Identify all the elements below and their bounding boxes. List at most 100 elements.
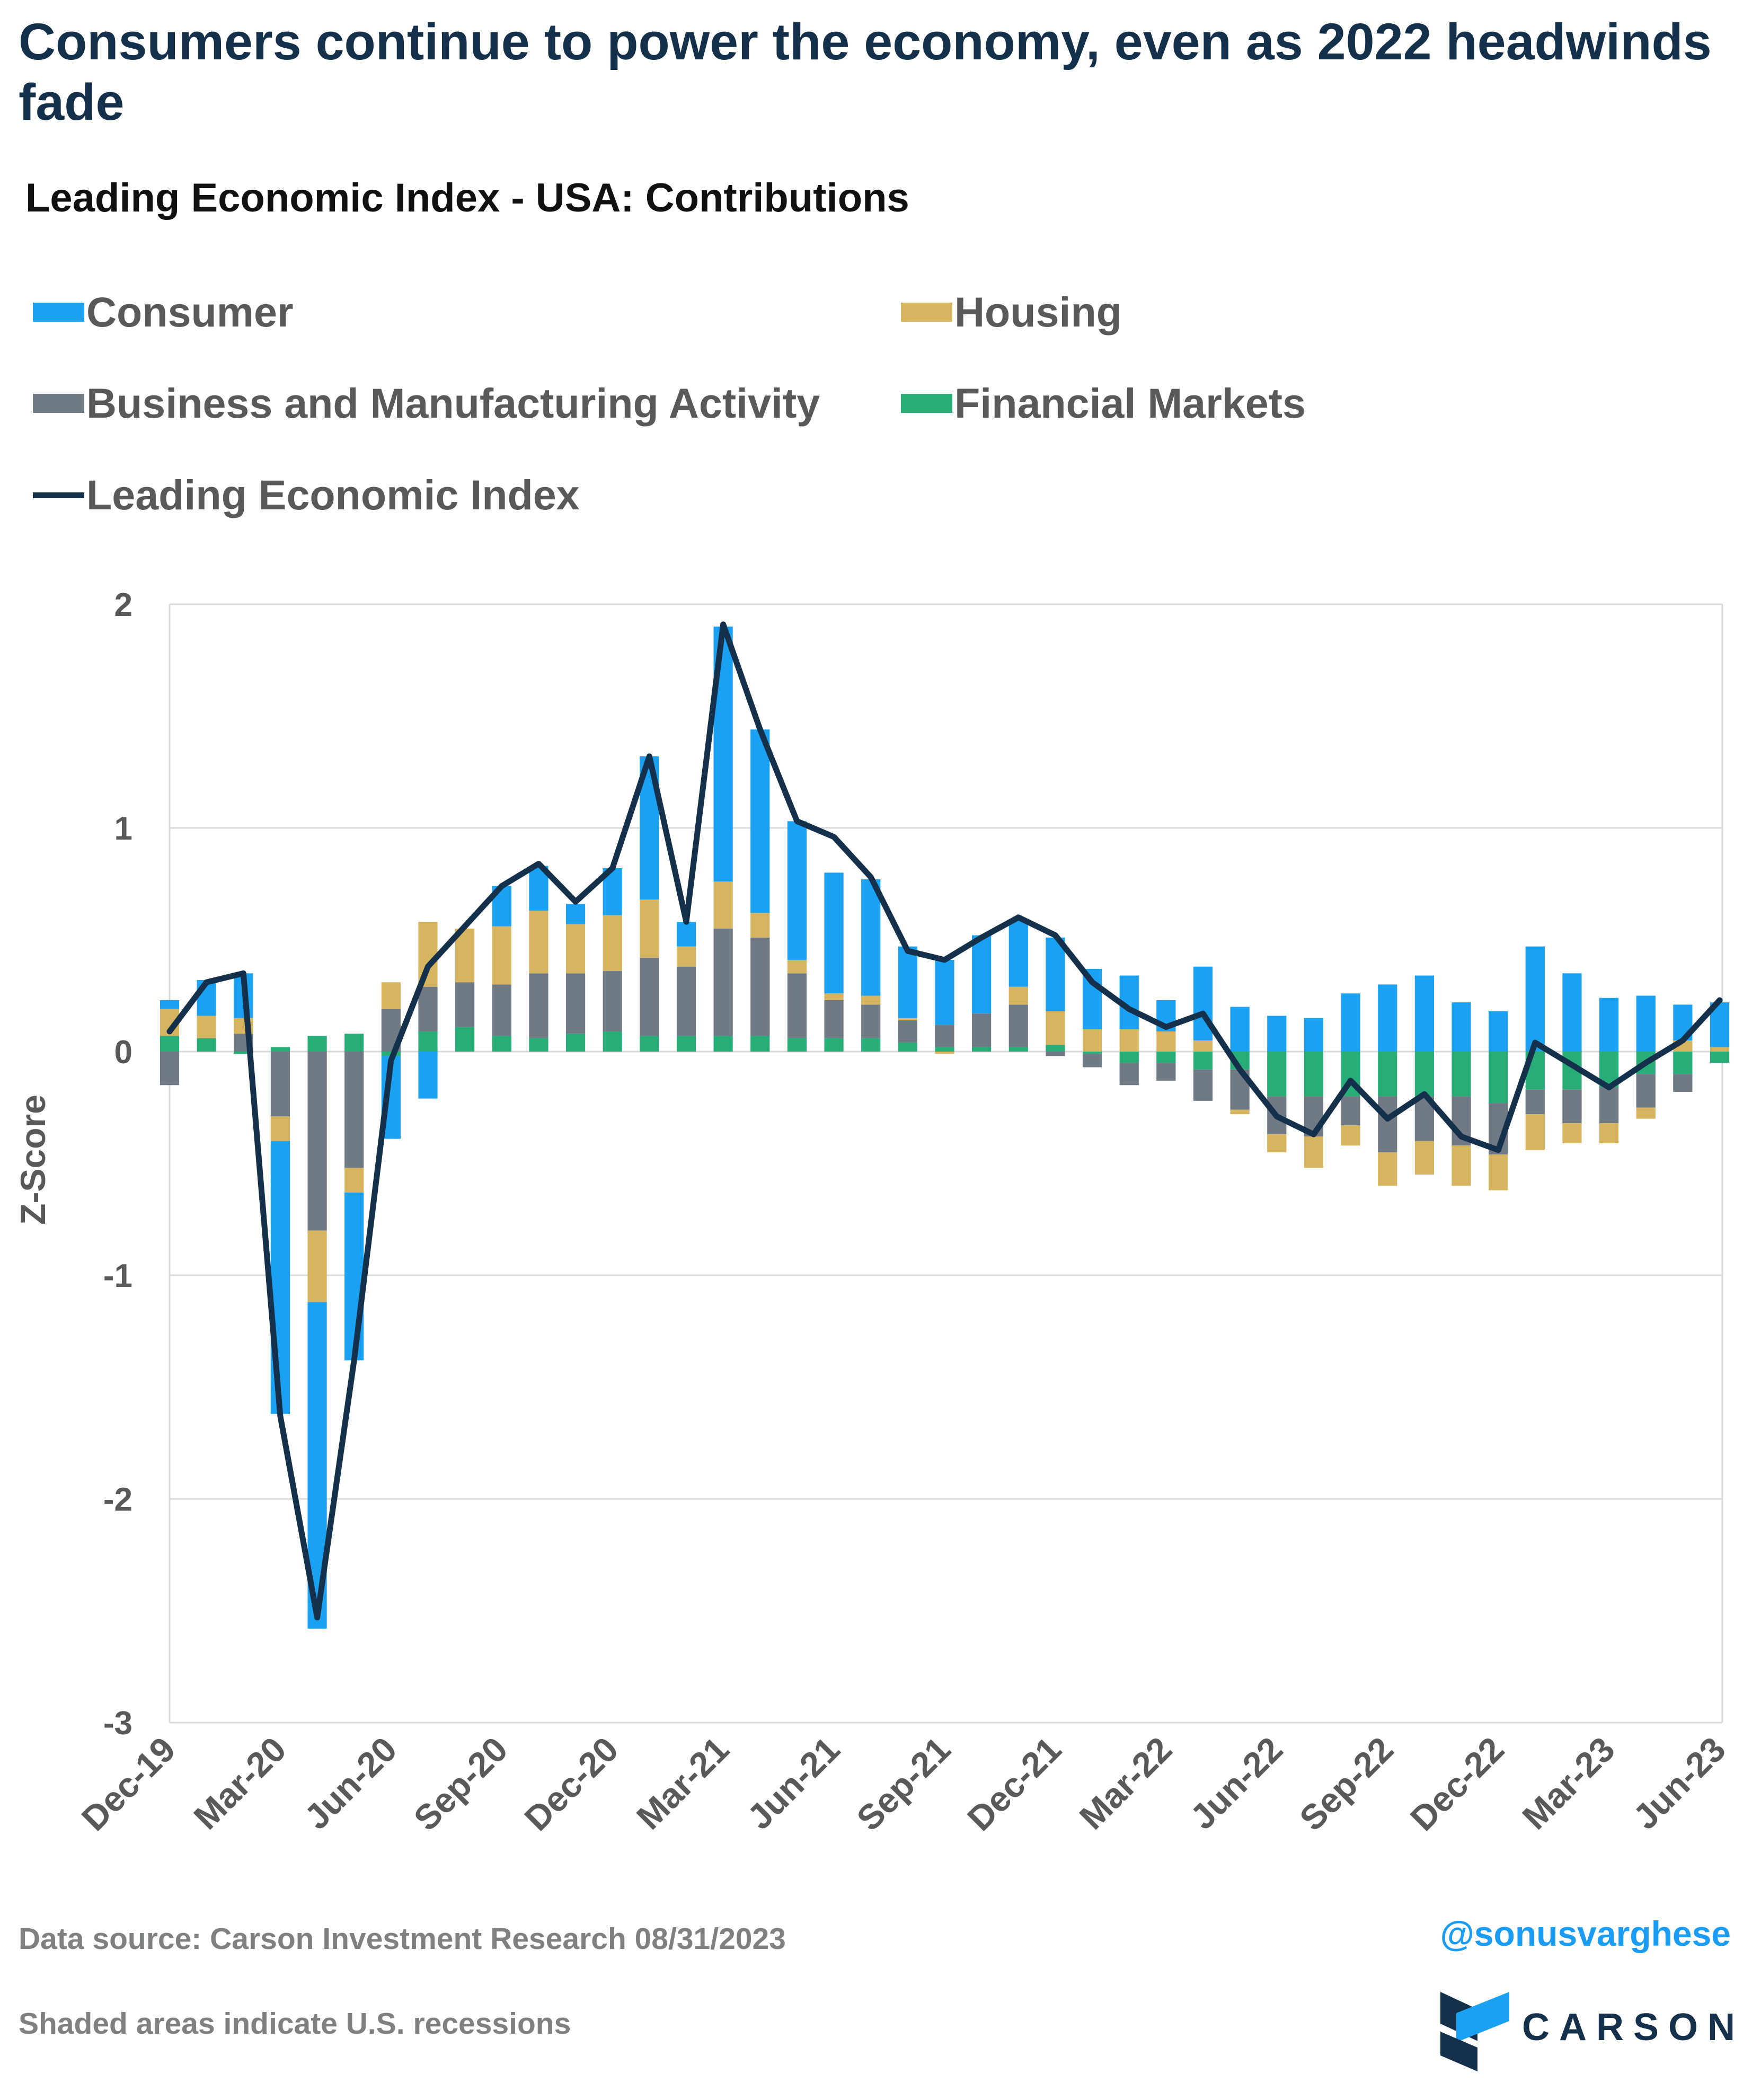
bar-business-Apr-23 [1636, 1074, 1656, 1108]
bar-consumer-Feb-21 [676, 922, 696, 947]
bar-consumer-Apr-22 [1193, 966, 1213, 1040]
bar-housing-Nov-20 [565, 924, 586, 974]
bar-consumer-Jul-22 [1304, 1018, 1324, 1052]
x-tick-label: Jun-20 [297, 1730, 404, 1837]
legend-label-consumer: Consumer [86, 288, 294, 336]
bar-business-Apr-21 [750, 937, 770, 1036]
bar-business-Feb-21 [676, 966, 696, 1036]
bar-consumer-Jan-23 [1525, 946, 1545, 1052]
legend-label-housing: Housing [954, 288, 1122, 336]
bar-housing-Jun-23 [1710, 1047, 1730, 1052]
x-tick-label: Dec-20 [517, 1730, 625, 1838]
bar-business-Mar-20 [270, 1052, 290, 1117]
bar-financial-Nov-22 [1452, 1052, 1471, 1097]
bar-business-Jan-23 [1525, 1089, 1545, 1115]
bar-business-Jul-20 [418, 986, 438, 1032]
bar-business-Jan-22 [1082, 1054, 1102, 1067]
bar-consumer-Aug-21 [898, 946, 917, 1018]
bar-housing-May-21 [787, 959, 807, 974]
legend-label-financial: Financial Markets [954, 380, 1306, 427]
bar-series [160, 627, 1730, 1629]
bar-housing-Apr-20 [307, 1230, 327, 1302]
bar-business-Jun-21 [824, 1000, 844, 1038]
y-tick-label: 1 [114, 810, 132, 847]
bar-business-Nov-20 [565, 973, 586, 1034]
bar-business-Mar-22 [1156, 1063, 1176, 1081]
bar-financial-Feb-21 [676, 1036, 696, 1052]
bar-business-Mar-21 [713, 928, 733, 1036]
x-tick-label: Mar-22 [1072, 1730, 1179, 1837]
bar-business-Sep-22 [1378, 1096, 1397, 1152]
lei-line [166, 621, 1723, 1621]
bar-housing-Jan-20 [197, 1016, 216, 1038]
y-tick-labels: 2 1 0 -1 -2 -3 [103, 587, 132, 1742]
y-tick-label: -2 [103, 1481, 132, 1518]
x-tick-labels: Dec-19 Mar-20 Jun-20 Sep-20 Dec-20 Mar-21 Jun-… [74, 1730, 1733, 1838]
bar-consumer-Nov-22 [1452, 1002, 1471, 1052]
chart-subtitle: Leading Economic Index - USA: Contributi… [25, 175, 909, 220]
x-tick-label: Jun-21 [740, 1730, 847, 1837]
bar-business-Apr-20 [307, 1052, 327, 1231]
bar-housing-Jun-20 [381, 982, 401, 1009]
bar-business-Aug-22 [1341, 1096, 1360, 1126]
legend-swatch-housing [901, 303, 952, 322]
bar-consumer-Oct-22 [1414, 975, 1434, 1052]
x-tick-label: Mar-21 [629, 1730, 737, 1837]
legend-item-consumer: Consumer [33, 288, 294, 337]
bar-financial-Nov-21 [1008, 1047, 1028, 1052]
bar-financial-Sep-20 [492, 1036, 511, 1052]
author-handle[interactable]: @sonusvarghese [1440, 1914, 1731, 1953]
x-tick-label: Mar-23 [1515, 1730, 1622, 1837]
bar-consumer-Nov-21 [1008, 920, 1028, 987]
bar-consumer-Mar-20 [270, 1141, 290, 1414]
carson-logo-text: CARSON [1522, 2006, 1745, 2049]
bar-financial-Apr-22 [1193, 1052, 1213, 1070]
bar-consumer-Sep-22 [1378, 984, 1397, 1052]
bar-housing-Dec-20 [603, 915, 622, 972]
x-tick-label: Dec-19 [74, 1730, 183, 1838]
bar-business-Oct-20 [529, 973, 548, 1038]
legend-item-business: Business and Manufacturing Activity [33, 379, 820, 428]
lei-line-layer [166, 621, 1723, 1621]
bar-housing-Jul-22 [1304, 1136, 1324, 1168]
bar-financial-Dec-20 [603, 1031, 622, 1052]
bar-housing-Oct-22 [1414, 1141, 1434, 1175]
bar-business-Mar-23 [1599, 1087, 1619, 1124]
bar-housing-Apr-22 [1193, 1040, 1213, 1052]
bar-financial-Jan-21 [640, 1036, 659, 1052]
bar-housing-Mar-23 [1599, 1123, 1619, 1144]
bar-housing-Feb-22 [1119, 1029, 1139, 1052]
bar-business-May-21 [787, 973, 807, 1038]
legend-swatch-business [33, 394, 84, 413]
bar-financial-Jul-20 [418, 1031, 438, 1052]
legend-item-housing: Housing [901, 288, 1122, 337]
bar-consumer-Dec-19 [160, 1000, 180, 1009]
bar-financial-Jan-20 [197, 1038, 216, 1052]
bar-consumer-Jun-22 [1267, 1016, 1287, 1052]
legend-label-lei: Leading Economic Index [86, 471, 580, 518]
bar-business-Dec-20 [603, 971, 622, 1032]
bar-consumer-May-22 [1230, 1007, 1250, 1052]
legend-item-lei: Leading Economic Index [33, 471, 580, 519]
y-tick-label: -1 [103, 1258, 132, 1294]
bar-consumer-Jul-20 [418, 1052, 438, 1099]
bar-consumer-Feb-23 [1562, 973, 1582, 1052]
bar-housing-Dec-21 [1046, 1011, 1065, 1045]
carson-logo-icon [1440, 1992, 1509, 2071]
bar-financial-Dec-22 [1489, 1052, 1508, 1104]
bar-business-Oct-21 [972, 1013, 992, 1047]
bar-business-Aug-21 [898, 1020, 917, 1043]
bar-housing-May-20 [344, 1168, 364, 1193]
bar-housing-May-22 [1230, 1109, 1250, 1115]
bar-financial-May-20 [344, 1034, 364, 1052]
bar-consumer-Dec-21 [1046, 937, 1065, 1012]
bar-housing-Dec-22 [1489, 1154, 1508, 1190]
bar-housing-Sep-21 [935, 1052, 954, 1054]
y-axis-label: Z-Score [13, 1095, 52, 1225]
bar-consumer-Sep-21 [935, 959, 954, 1025]
x-tick-label: Sep-21 [849, 1730, 958, 1838]
bar-business-Dec-19 [160, 1052, 180, 1086]
bar-business-Dec-21 [1046, 1052, 1065, 1056]
bar-business-Feb-22 [1119, 1063, 1139, 1086]
bar-housing-Apr-21 [750, 913, 770, 938]
